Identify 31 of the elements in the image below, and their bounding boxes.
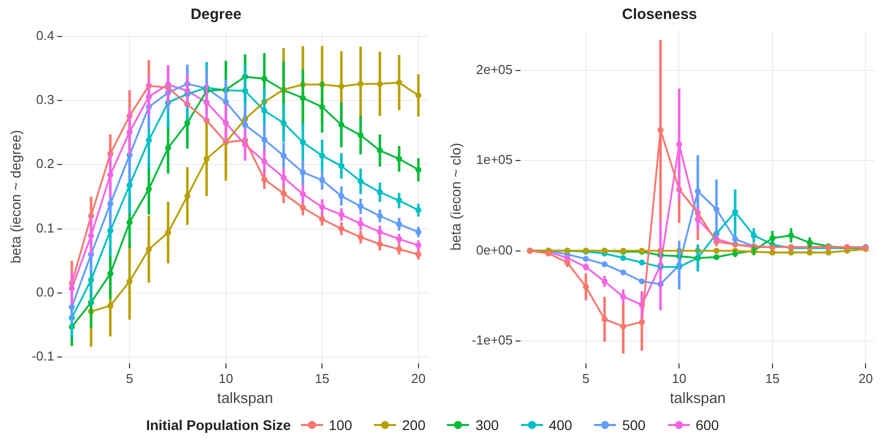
legend-label: 500 <box>622 417 646 433</box>
y-tick-label: 2e+05 <box>476 62 513 78</box>
y-tick-label: 0.0 <box>36 284 54 300</box>
y-tick-label: 0e+00 <box>476 242 513 258</box>
legend-label: 300 <box>475 417 499 433</box>
x-tick-label: 10 <box>672 370 686 386</box>
y-tick-label: 0.1 <box>36 220 54 236</box>
x-tick-label: 15 <box>765 370 780 386</box>
x-tick-label: 5 <box>582 370 590 386</box>
x-tick-label: 15 <box>314 370 330 386</box>
y-tick-label: 1e+05 <box>476 152 513 168</box>
x-tick-label: 20 <box>411 370 426 386</box>
chart-title: Closeness <box>622 6 698 24</box>
y-tick-label: -0.1 <box>32 348 54 364</box>
x-axis-title: talkspan <box>670 390 726 408</box>
legend-label: 100 <box>328 417 352 433</box>
x-tick-label: 10 <box>218 370 234 386</box>
y-tick-label: 0.4 <box>36 28 54 43</box>
y-tick-label: 0.3 <box>36 92 54 108</box>
chart-title: Degree <box>190 6 242 24</box>
legend-label: 200 <box>402 417 426 433</box>
y-axis-title: beta (iecon ~ degree) <box>7 130 24 264</box>
y-tick-label: 0.2 <box>36 156 54 172</box>
x-axis-title: talkspan <box>217 390 274 408</box>
x-tick-label: 5 <box>126 370 134 386</box>
y-tick-label: -1e+05 <box>472 332 513 348</box>
legend-label: 400 <box>548 417 572 433</box>
y-axis-title: beta (iecon ~ clo) <box>447 142 464 251</box>
legend-title: Initial Population Size <box>146 417 291 433</box>
x-tick-label: 20 <box>858 370 873 386</box>
legend-label: 600 <box>696 417 719 433</box>
